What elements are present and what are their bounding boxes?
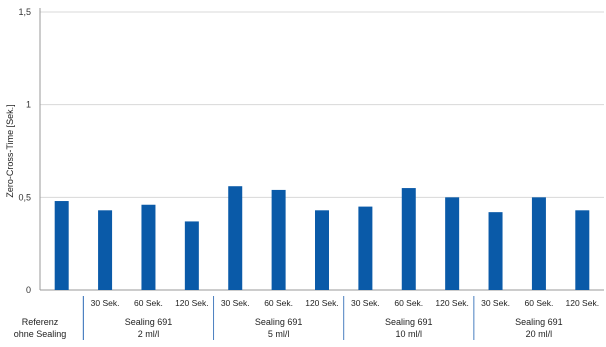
bar-0	[54, 201, 69, 290]
group-label: 5 ml/l	[268, 329, 290, 339]
group-label: Referenz	[22, 317, 59, 327]
bar-4	[228, 186, 243, 290]
bar-6	[315, 210, 329, 290]
bar-9	[445, 197, 460, 290]
x-tick-label: 60 Sek.	[134, 298, 163, 308]
x-tick-label: 60 Sek.	[264, 298, 293, 308]
bar-10	[488, 212, 503, 290]
group-label: Sealing 691	[385, 317, 433, 327]
y-axis-title: Zero-Cross-Time [Sek.]	[5, 104, 15, 197]
bar-8	[401, 188, 416, 290]
group-label: Sealing 691	[255, 317, 303, 327]
bar-2	[141, 204, 156, 290]
bar-5	[271, 189, 286, 290]
y-tick-label: 0,5	[18, 192, 31, 202]
group-label: 2 ml/l	[138, 329, 160, 339]
x-tick-label: 30 Sek.	[481, 298, 510, 308]
x-tick-label: 60 Sek.	[394, 298, 423, 308]
y-tick-label: 1,5	[18, 7, 31, 17]
bar-1	[98, 210, 113, 290]
x-tick-label: 30 Sek.	[351, 298, 380, 308]
x-tick-label: 60 Sek.	[525, 298, 554, 308]
x-tick-label: 30 Sek.	[221, 298, 250, 308]
bar-12	[575, 210, 590, 290]
bar-11	[531, 197, 546, 290]
x-tick-label: 120 Sek.	[175, 298, 209, 308]
y-tick-label: 1	[26, 100, 31, 110]
x-tick-label: 30 Sek.	[91, 298, 120, 308]
x-tick-label: 120 Sek.	[566, 298, 600, 308]
x-tick-label: 120 Sek.	[435, 298, 469, 308]
bar-7	[358, 206, 373, 290]
group-label: Sealing 691	[515, 317, 563, 327]
group-label: Sealing 691	[125, 317, 173, 327]
group-label: 20 ml/l	[526, 329, 553, 339]
group-label: ohne Sealing	[14, 329, 67, 339]
y-tick-label: 0	[26, 285, 31, 295]
x-tick-label: 120 Sek.	[305, 298, 339, 308]
group-label: 10 ml/l	[396, 329, 423, 339]
bar-3	[184, 221, 199, 290]
